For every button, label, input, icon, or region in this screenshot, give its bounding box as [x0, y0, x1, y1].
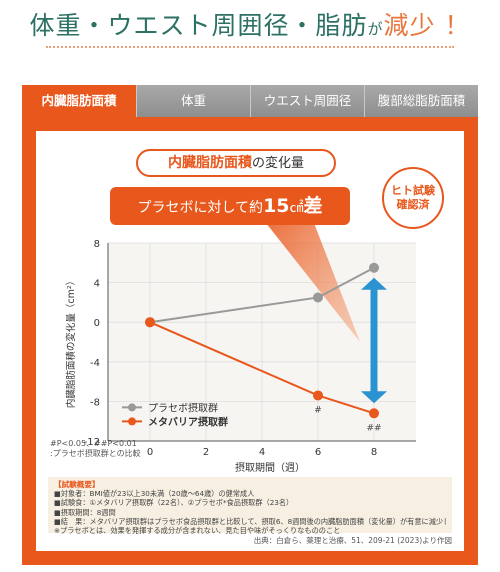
chart-card: 8 4 0 -4 -8 -12 0 2 4 6 8 摂取期間（週） 内臓脂肪面積の変化量（cm²） # #…	[36, 131, 464, 551]
callout-pointer	[266, 223, 360, 342]
data-point	[369, 408, 379, 419]
tab-waist[interactable]: ウエスト周囲径	[250, 85, 364, 117]
human-trial-badge: ヒト試験 確認済	[382, 167, 444, 229]
study-line: ■摂取期間：8週間	[54, 507, 116, 517]
callout-suffix: 差	[303, 195, 323, 217]
tab-panel: 8 4 0 -4 -8 -12 0 2 4 6 8 摂取期間（週） 内臓脂肪面積の変化量（cm²） # #…	[22, 117, 478, 565]
headline-particle: が	[367, 20, 384, 38]
badge-line2: 確認済	[396, 198, 430, 211]
legend-label: メタバリア摂取群	[148, 415, 228, 428]
y-axis-label: 内臓脂肪面積の変化量（cm²）	[65, 276, 77, 408]
y-tick-label: -8	[90, 397, 100, 408]
x-axis-label: 摂取期間（週）	[235, 461, 305, 474]
difference-arrow	[361, 277, 387, 404]
callout-text: プラセボに対して約	[137, 200, 264, 216]
y-tick-label: -12	[84, 437, 100, 448]
x-tick-label: 4	[259, 447, 265, 458]
source-citation: 出典：白倉ら、薬理と治療、51、209-21 (2023)より作図	[253, 536, 452, 545]
chart-title: 内臓脂肪面積の変化量	[136, 149, 336, 177]
callout-number: 15	[263, 195, 290, 217]
headline-text: 体重・ウエスト周囲径・脂肪	[29, 11, 368, 40]
chart-title-rest: の変化量	[251, 156, 304, 171]
tab-visceral-fat[interactable]: 内臓脂肪面積	[22, 85, 136, 119]
significance-note: #P<0.05、##P<0.01 :プラセボ摂取群との比較	[50, 439, 141, 458]
significance-mark: ##	[366, 423, 381, 433]
y-tick-label: 0	[94, 318, 100, 329]
tab-abdominal-fat[interactable]: 腹部総脂肪面積	[364, 85, 478, 117]
study-line: ■試験食：①メタバリア摂取群（22名）、②プラセボ*食品摂取群（23名）	[54, 498, 294, 508]
headline: 体重・ウエスト周囲径・脂肪が減少 ！	[0, 6, 500, 46]
callout-unit: ㎠	[289, 200, 304, 216]
study-line: ■対象者：BMI値が23以上30未満（20歳〜64歳）の健常成人	[54, 489, 255, 499]
y-tick-label: 8	[94, 239, 100, 250]
data-point	[313, 390, 323, 401]
legend-swatch-dot	[128, 417, 136, 426]
legend-label: プラセボ摂取群	[148, 401, 218, 414]
x-tick-label: 6	[315, 447, 321, 458]
study-line: ■結 果：メタバリア摂取群はプラセボ食品摂取群と比較して、摂取6、8週間後の内臓…	[54, 516, 446, 526]
study-line: ※プラセボとは、効果を発揮する成分が含まれない、見た目や味がそっくりなもののこと	[54, 526, 341, 536]
headline-accent: 減少	[383, 11, 436, 40]
headline-exclamation: ！	[444, 11, 471, 40]
x-tick-label: 2	[203, 447, 209, 458]
x-tick-label: 0	[147, 447, 153, 458]
significance-mark: #	[314, 405, 322, 415]
y-tick-label: 4	[94, 279, 100, 290]
data-point	[145, 317, 155, 328]
tab-weight[interactable]: 体重	[136, 85, 250, 117]
chart-title-emphasis: 内臓脂肪面積	[167, 155, 252, 171]
study-summary: 【試験概要】 ■対象者：BMI値が23以上30未満（20歳〜64歳）の健常成人 …	[48, 477, 452, 536]
tab-bar: 内臓脂肪面積 体重 ウエスト周囲径 腹部総脂肪面積	[22, 85, 478, 119]
data-point	[313, 292, 323, 303]
dotted-divider	[46, 46, 454, 48]
x-tick-label: 8	[371, 447, 377, 458]
y-tick-label: -4	[90, 358, 100, 369]
badge-line1: ヒト試験	[391, 184, 435, 197]
difference-callout: プラセボに対して約15㎠差	[110, 187, 350, 225]
study-title: 【試験概要】	[54, 480, 100, 489]
data-point	[369, 262, 379, 273]
legend-swatch-dot	[128, 403, 136, 412]
